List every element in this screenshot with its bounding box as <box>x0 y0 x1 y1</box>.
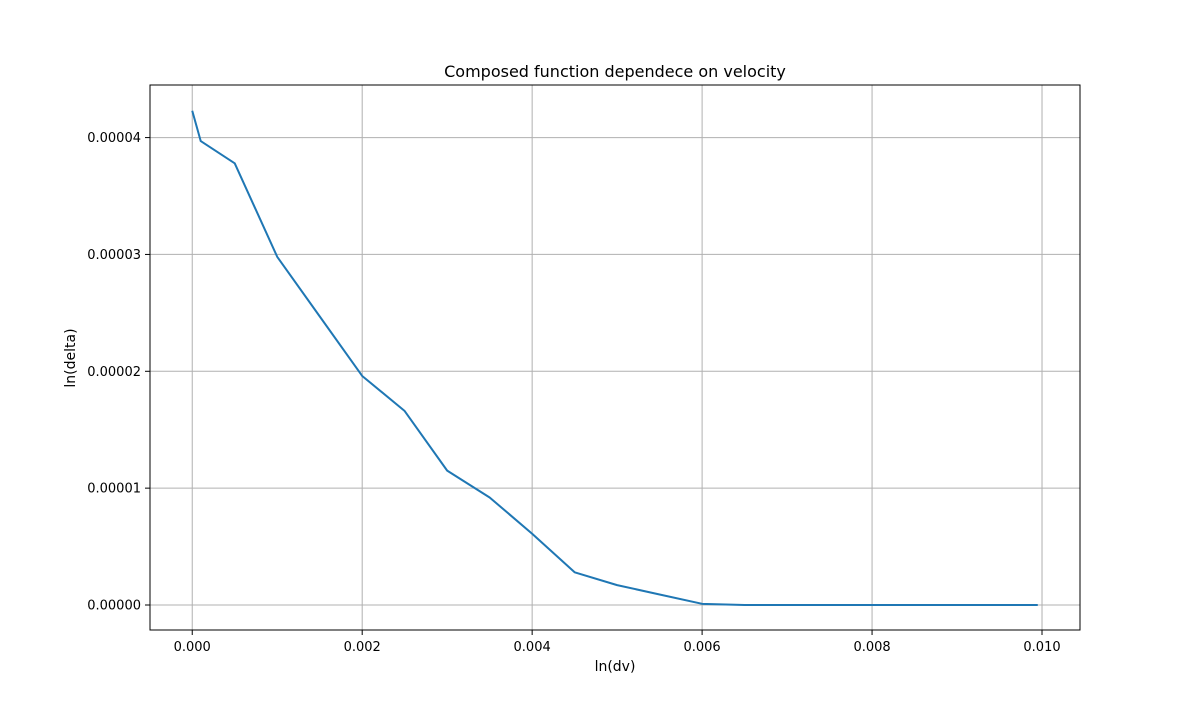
y-tick-label: 0.00001 <box>87 482 141 497</box>
x-tick-label: 0.006 <box>683 640 720 655</box>
x-axis-ticks: 0.000 0.002 0.004 0.006 0.008 0.010 <box>174 630 1061 655</box>
plot-area <box>150 85 1080 630</box>
y-tick-label: 0.00000 <box>87 598 141 613</box>
y-axis-ticks: 0.00000 0.00001 0.00002 0.00003 0.00004 <box>87 131 150 613</box>
y-tick-label: 0.00003 <box>87 248 141 263</box>
plot-frame <box>149 84 1081 631</box>
x-tick-label: 0.000 <box>174 640 211 655</box>
x-tick-label: 0.010 <box>1023 640 1060 655</box>
y-tick-label: 0.00002 <box>87 365 141 380</box>
x-axis-label: ln(dv) <box>595 659 636 675</box>
x-tick-label: 0.002 <box>344 640 381 655</box>
x-tick-label: 0.004 <box>514 640 551 655</box>
y-axis-label: ln(delta) <box>63 328 79 387</box>
y-tick-label: 0.00004 <box>87 131 141 146</box>
series-layer <box>191 110 1038 606</box>
chart-title: Composed function dependece on velocity <box>444 62 786 81</box>
series-line <box>191 110 1038 606</box>
x-tick-label: 0.008 <box>853 640 890 655</box>
